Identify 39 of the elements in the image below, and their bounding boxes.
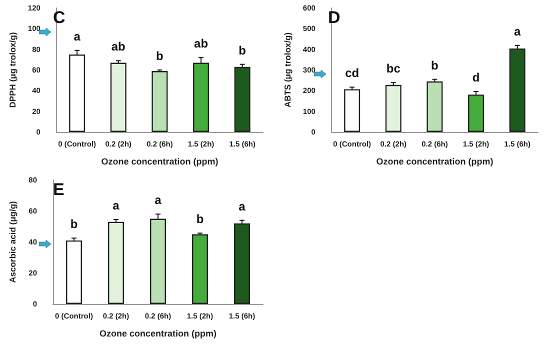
bar (69, 54, 86, 132)
bar (344, 89, 360, 132)
bar (385, 84, 402, 132)
data-label: a (112, 198, 120, 213)
data-label: b (70, 217, 78, 232)
data-label: ab (111, 40, 126, 54)
y-axis-title: Ascorbic acid (μg/g) (8, 200, 18, 283)
bar (468, 94, 484, 132)
x-axis-title: Ozone concentration (ppm) (101, 156, 218, 166)
bar (234, 66, 250, 132)
bar (426, 81, 443, 132)
chart-title: E (53, 180, 64, 199)
bar (66, 240, 82, 304)
data-label: a (154, 193, 162, 208)
data-label: b (238, 43, 246, 58)
x-axis-title: Ozone concentration (ppm) (100, 328, 217, 338)
data-label: a (238, 199, 246, 214)
x-axis-title: Ozone concentration (ppm) (376, 156, 494, 166)
chart-title: D (328, 8, 340, 27)
data-label: d (472, 70, 480, 84)
bar (193, 62, 210, 132)
bar (152, 71, 168, 132)
data-label: a (514, 24, 521, 38)
y-axis-title: DPPH (μg trolox/g) (8, 32, 18, 108)
bar (192, 234, 208, 304)
data-label: b (196, 212, 204, 226)
y-axis-title: ABTS (μg trolox/g) (282, 32, 292, 108)
bar (234, 223, 250, 304)
bar (509, 48, 526, 132)
data-label: b (431, 58, 438, 72)
data-label: bc (386, 61, 401, 76)
data-label: ab (194, 36, 208, 51)
data-label: cd (345, 66, 360, 80)
bar (110, 62, 126, 132)
bar (150, 218, 166, 304)
bar (108, 222, 124, 304)
data-label: b (156, 49, 164, 63)
chart-title: C (53, 8, 66, 27)
data-label: a (74, 29, 81, 44)
